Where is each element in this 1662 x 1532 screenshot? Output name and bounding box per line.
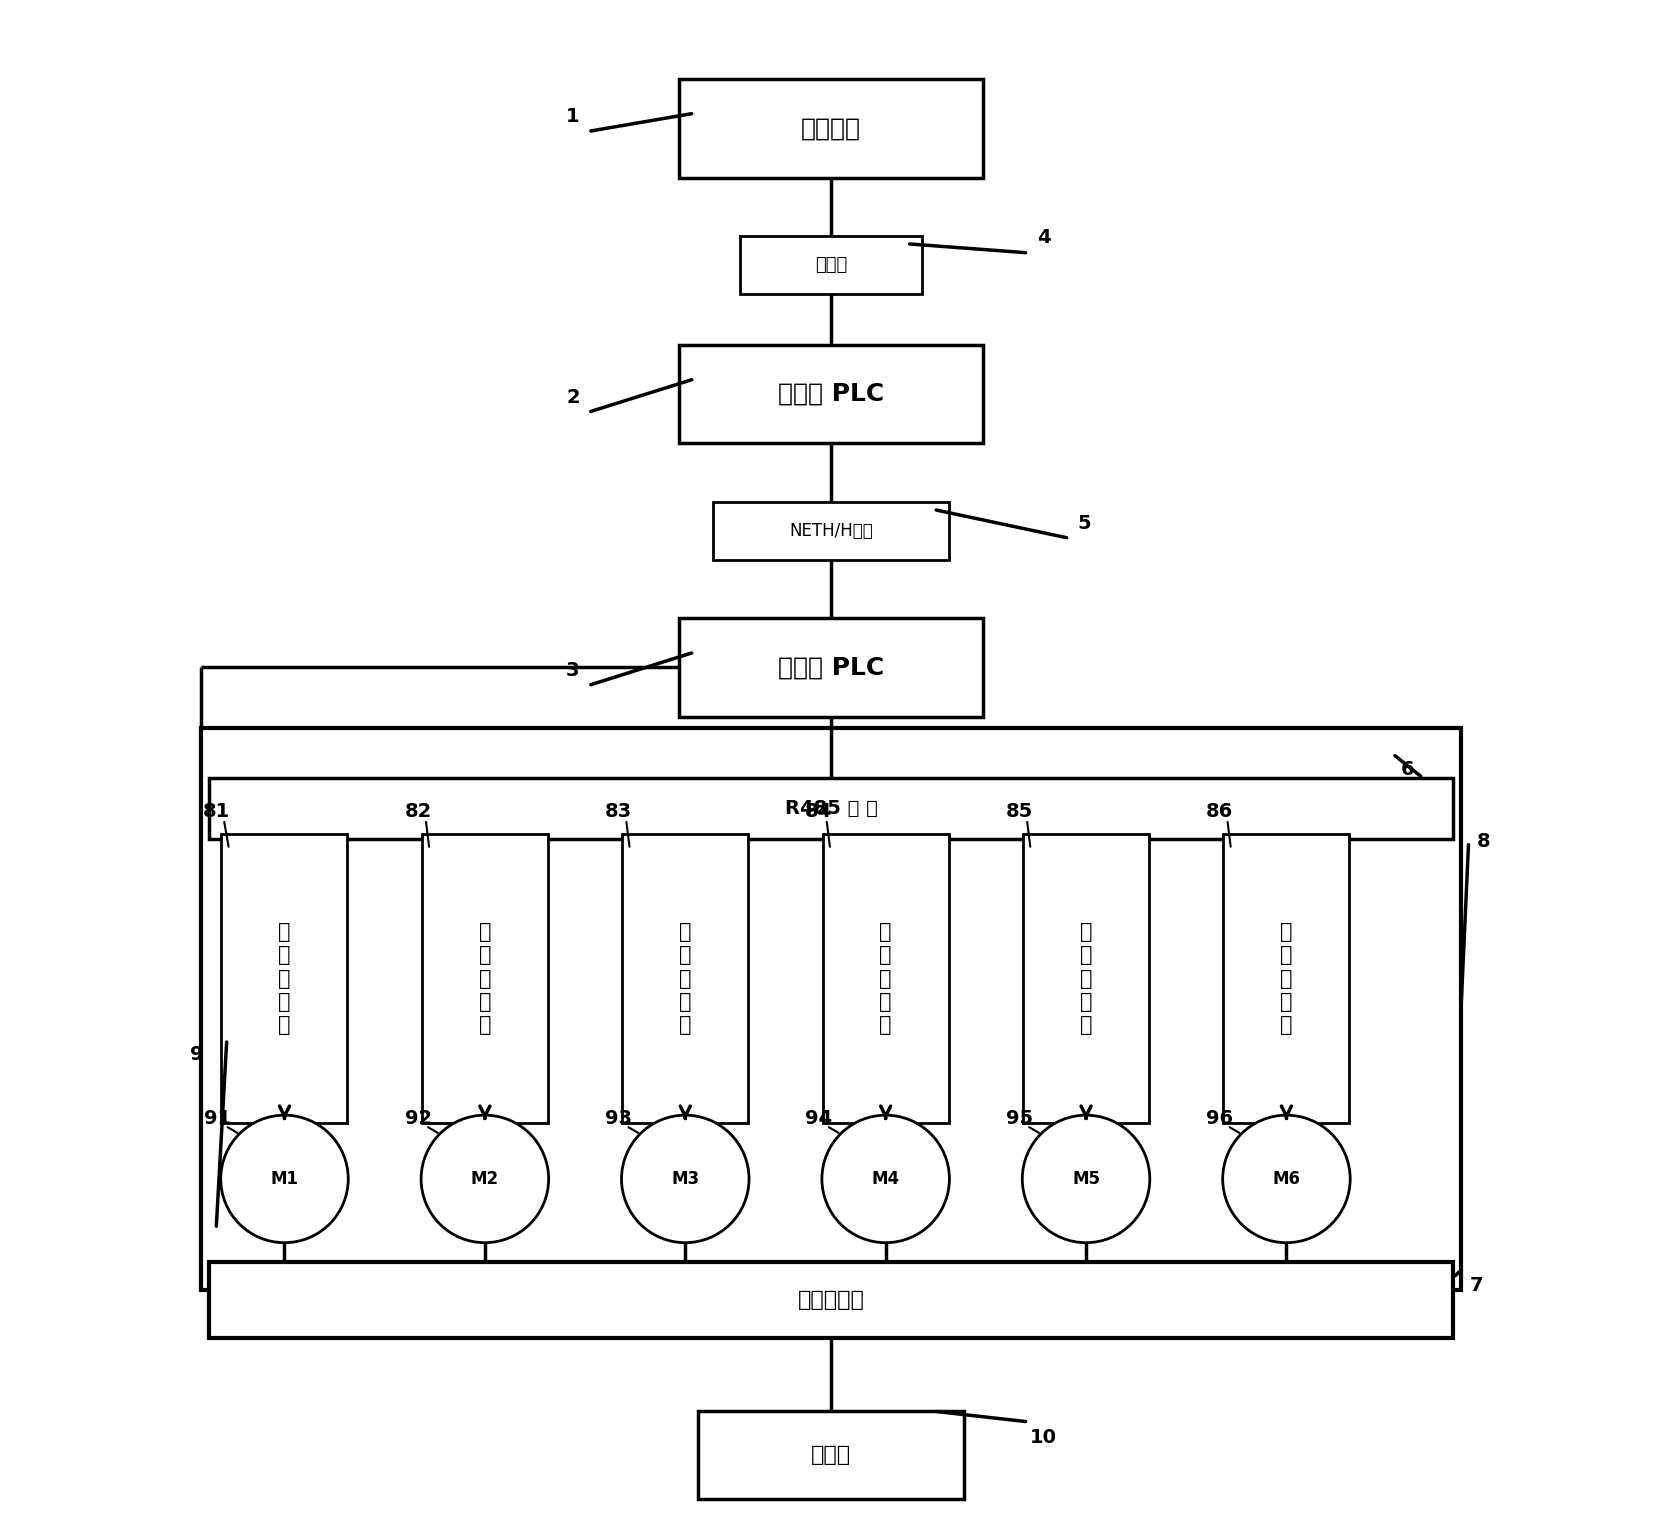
Text: 4: 4 <box>1037 228 1050 247</box>
Bar <box>221 835 347 1123</box>
Text: 8: 8 <box>1478 832 1491 852</box>
Text: 82: 82 <box>404 803 432 821</box>
Text: 7: 7 <box>1469 1276 1483 1295</box>
Text: M1: M1 <box>271 1170 299 1187</box>
Text: 83: 83 <box>605 803 632 821</box>
Bar <box>1024 835 1148 1123</box>
Text: 95: 95 <box>1006 1109 1032 1128</box>
Text: M6: M6 <box>1273 1170 1300 1187</box>
Text: 第
一
变
频
器: 第 一 变 频 器 <box>278 922 291 1036</box>
Circle shape <box>420 1115 548 1242</box>
Text: 93: 93 <box>605 1109 632 1128</box>
Text: 86: 86 <box>1207 803 1233 821</box>
Bar <box>740 236 922 294</box>
Bar <box>698 1411 964 1500</box>
Bar <box>208 778 1454 840</box>
Bar <box>201 728 1461 1290</box>
Text: 91: 91 <box>204 1109 231 1128</box>
Text: 10: 10 <box>1030 1428 1057 1446</box>
Text: 人机界面: 人机界面 <box>801 116 861 141</box>
Bar <box>680 345 982 443</box>
Text: 工作站 PLC: 工作站 PLC <box>778 656 884 679</box>
Text: 第
三
变
频
器: 第 三 变 频 器 <box>680 922 691 1036</box>
Text: M5: M5 <box>1072 1170 1100 1187</box>
Bar <box>622 835 748 1123</box>
Text: 第
二
变
频
器: 第 二 变 频 器 <box>479 922 490 1036</box>
Text: 9: 9 <box>189 1045 203 1063</box>
Text: 96: 96 <box>1207 1109 1233 1128</box>
Text: 以太网: 以太网 <box>814 256 848 274</box>
Bar <box>422 835 548 1123</box>
Text: 1: 1 <box>567 107 580 126</box>
Text: 94: 94 <box>806 1109 833 1128</box>
Text: R485 总 线: R485 总 线 <box>784 800 878 818</box>
Text: 92: 92 <box>404 1109 432 1128</box>
Circle shape <box>622 1115 750 1242</box>
Text: 控制站 PLC: 控制站 PLC <box>778 381 884 406</box>
Circle shape <box>1022 1115 1150 1242</box>
Text: M3: M3 <box>671 1170 700 1187</box>
Circle shape <box>823 1115 949 1242</box>
Text: 81: 81 <box>203 803 229 821</box>
Bar <box>680 617 982 717</box>
Bar <box>1223 835 1350 1123</box>
Text: M2: M2 <box>470 1170 499 1187</box>
Bar <box>713 502 949 559</box>
Text: 3: 3 <box>567 660 580 680</box>
Text: 第
六
变
频
器: 第 六 变 频 器 <box>1280 922 1293 1036</box>
Text: 6: 6 <box>1401 760 1414 778</box>
Text: 5: 5 <box>1077 513 1092 533</box>
Text: M4: M4 <box>871 1170 899 1187</box>
Text: 第
五
变
频
器: 第 五 变 频 器 <box>1080 922 1092 1036</box>
Text: 脉冲分配器: 脉冲分配器 <box>798 1290 864 1310</box>
Text: 84: 84 <box>804 803 833 821</box>
Text: 编码器: 编码器 <box>811 1445 851 1465</box>
Bar <box>680 80 982 178</box>
Bar <box>823 835 949 1123</box>
Circle shape <box>1223 1115 1350 1242</box>
Text: 85: 85 <box>1006 803 1032 821</box>
Bar <box>208 1262 1454 1339</box>
Circle shape <box>221 1115 349 1242</box>
Text: NETH/H网络: NETH/H网络 <box>789 522 873 539</box>
Text: 2: 2 <box>567 388 580 406</box>
Text: 第
四
变
频
器: 第 四 变 频 器 <box>879 922 892 1036</box>
